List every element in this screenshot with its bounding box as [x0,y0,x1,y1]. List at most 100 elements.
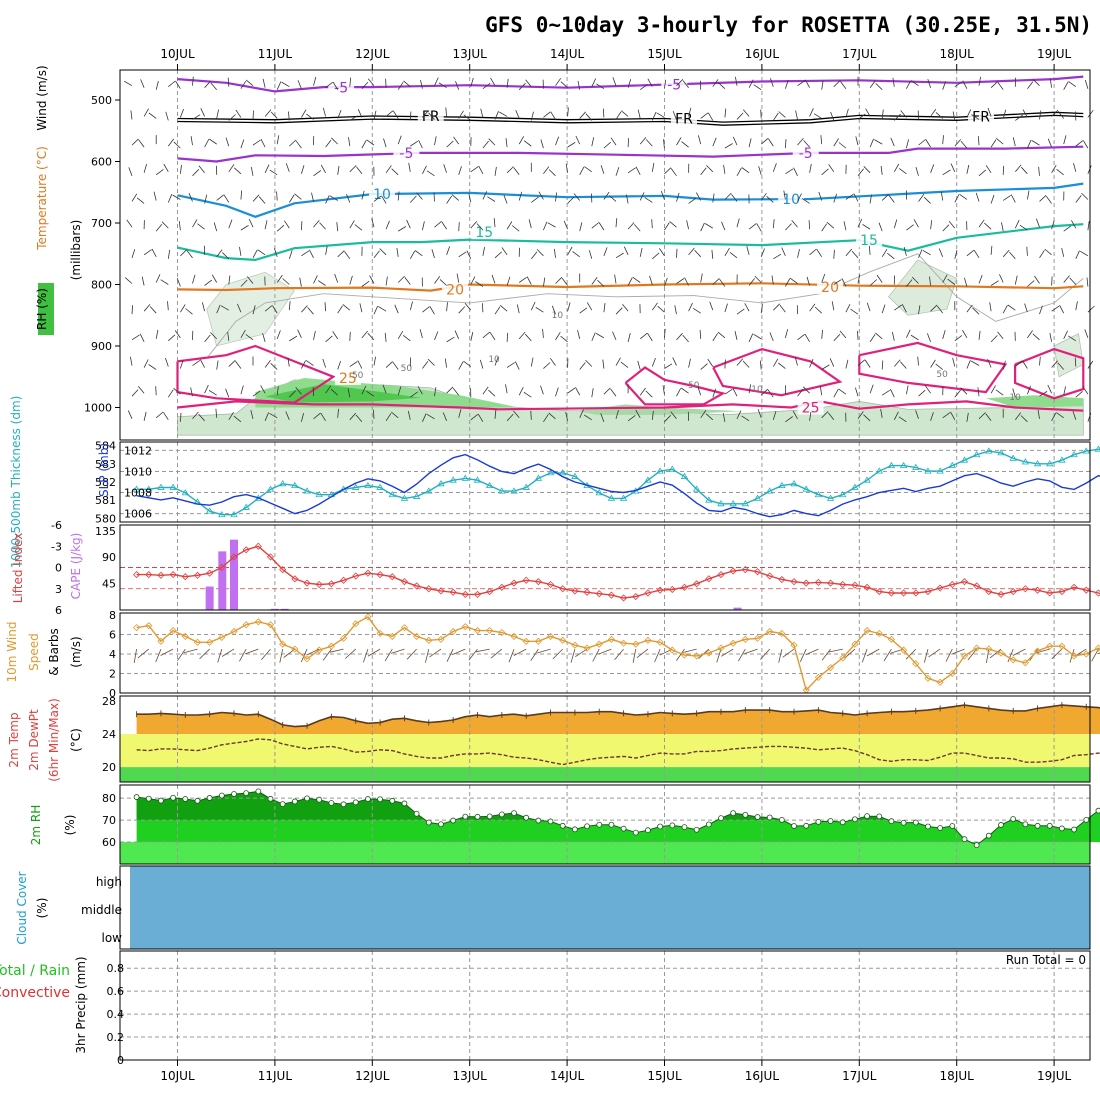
wind-barb [1027,139,1032,149]
wind-barb-10m [1012,648,1026,656]
wind-barb [684,277,689,286]
contour-label-bg [792,143,819,160]
thickness-point [510,487,518,494]
wind-barb [180,359,184,369]
wind-barb [518,82,526,90]
wind-barb [821,329,823,339]
ylabel-wind10m: (m/s) [69,636,83,667]
contour-label-bg [334,368,361,385]
wind-barb [855,136,859,146]
rh-point [596,821,603,828]
wind-barb [272,305,278,314]
contour-label: -5 [667,78,681,94]
wind-barb-10m [928,648,941,658]
lifted-index-point [352,572,360,580]
wind-barb [990,335,998,343]
wind-barb [297,80,302,89]
wind-barb [442,412,447,421]
date-label-bottom-12JUL: 12JUL [355,1069,390,1083]
wind-barb-10m [452,648,466,655]
wind-barb [458,408,462,418]
wind-barb [942,81,946,90]
wind-barb [990,385,996,394]
thickness-point [400,494,409,501]
wind-barb [748,333,754,343]
wind-barb [674,305,677,315]
wind-barb [288,301,291,311]
contour-label: 20 [821,280,839,296]
wind-barb [373,356,376,366]
thickness-point [449,476,457,483]
wind-barb [700,167,707,176]
wind-barb [228,164,235,173]
wind-barb [1014,275,1018,285]
contour-label: 20 [446,282,464,298]
wind-barb-10m [1051,648,1063,660]
wind-barb [458,166,462,175]
wind-barb [809,163,812,173]
wind-barb [660,190,665,200]
wind-barb [803,140,810,148]
wind-barb [809,359,814,368]
wind-barb [814,306,822,314]
wind-barb [1081,192,1089,200]
rh-point [961,836,968,843]
wind-barb [794,356,798,366]
wind-barb [337,250,345,258]
wind-speed-point [303,655,311,663]
wind-barb [543,277,546,287]
wind-barb [276,330,281,339]
wind-barb [506,78,509,88]
wind-barb [506,413,514,422]
wind-barb [209,138,217,145]
wind-barb-10m [575,648,588,658]
wind-barb [317,280,326,286]
rh-point [815,818,822,825]
wind-barb [549,357,556,366]
wind-barb [659,248,665,257]
rh-label: 10 [751,385,763,395]
wind-barb [942,224,950,232]
wind-barb [482,386,489,395]
rh-point [791,823,797,829]
wind-barb [325,335,333,343]
wind-barb [692,307,701,314]
thickness-point [936,467,944,474]
wind-barb [818,191,823,201]
wind-barb [482,246,485,256]
wind-barb [1075,250,1080,259]
wind-barb [881,109,884,119]
thickness-point [741,500,750,507]
wind-barb [503,194,508,204]
wind-barb [952,111,956,121]
thickness-point [485,481,494,489]
wind-barb [434,77,439,86]
wind-barb [959,193,968,200]
wind-barb [995,389,1004,396]
wind-barb [1032,333,1040,341]
wind-barb [930,108,937,117]
wind-barb [773,253,782,260]
wind-speed-point [510,632,518,640]
wind-barb [143,249,152,256]
wind-barb [356,166,363,175]
contour-label: 10 [373,187,391,203]
wind-barb [434,136,437,146]
lifted-index-point [218,563,226,572]
wind-barb [588,250,593,259]
wind-barb [985,413,992,422]
wind-barb [610,137,617,146]
wind-barb [391,411,399,419]
wind-barb [494,166,497,176]
wind-barb [407,410,411,420]
wind-barb [833,193,837,203]
wind-barb [627,167,636,174]
slp-line [136,453,1100,518]
wind-barb [712,79,719,87]
contour-label: FR [972,110,990,126]
wind-barb [797,388,804,397]
wind-barb [283,220,290,229]
wind-barb [603,141,611,149]
wind-barb [688,302,693,312]
ytick-label-pressure: 600 [91,156,112,169]
